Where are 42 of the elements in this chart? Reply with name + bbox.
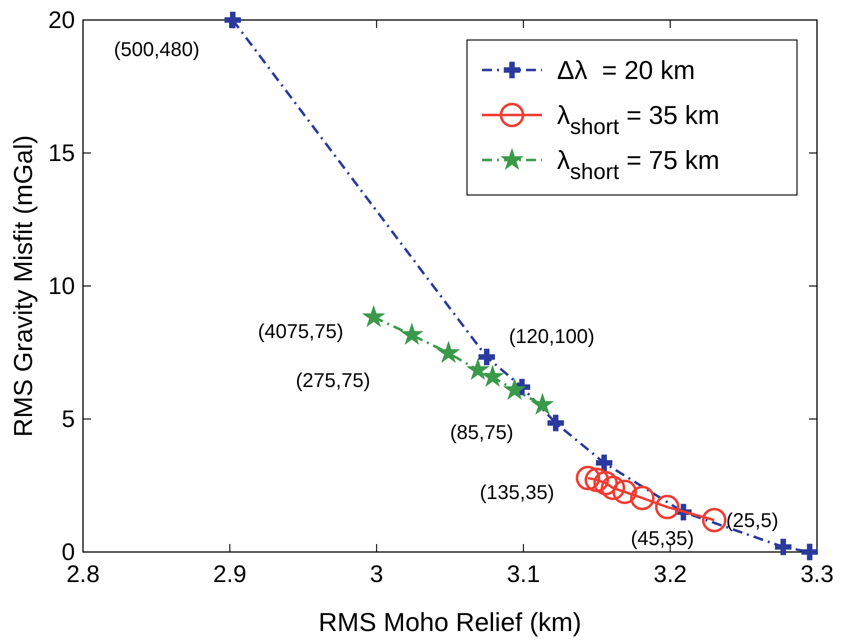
annotation: (45,35): [630, 528, 694, 550]
x-tick-label: 3.2: [654, 561, 687, 588]
point: [702, 508, 726, 532]
legend-label: Δλ = 20 km: [557, 55, 696, 85]
point: [600, 476, 626, 500]
point: [547, 414, 564, 432]
point: [436, 340, 460, 363]
annotation: (500,480): [114, 39, 200, 61]
y-tick-label: 15: [48, 140, 75, 167]
annotation: (85,75): [450, 422, 514, 444]
x-tick-label: 3.1: [506, 561, 540, 588]
point: [655, 494, 680, 520]
point: [775, 538, 792, 556]
y-tick-label: 20: [48, 7, 75, 34]
x-axis-title: RMS Moho Relief (km): [318, 607, 582, 637]
point: [593, 470, 618, 496]
point: [502, 378, 526, 400]
annotation: (25,5): [726, 510, 778, 532]
x-tick-label: 2.9: [213, 561, 246, 588]
point: [612, 480, 637, 504]
point: [362, 304, 386, 328]
point: [530, 392, 554, 415]
point: [478, 348, 495, 366]
point: [576, 466, 600, 490]
point: [400, 322, 424, 345]
y-axis-title: RMS Gravity Misfit (mGal): [8, 135, 38, 437]
annotation: (4075,75): [258, 321, 344, 344]
point: [596, 454, 612, 472]
y-tick-label: 5: [62, 406, 75, 433]
legend-label: λ$_{short}$ = 75 km: [557, 145, 720, 184]
y-tick-label: 10: [48, 273, 75, 300]
annotation: (120,100): [508, 326, 595, 348]
annotation: (135,35): [480, 482, 554, 504]
x-tick-label: 3.3: [800, 561, 834, 588]
annotation: (275,75): [296, 370, 370, 392]
x-tick-label: 3: [370, 561, 384, 588]
point: [584, 468, 610, 492]
point: [801, 544, 818, 560]
point: [480, 364, 504, 387]
point: [466, 358, 490, 380]
point: [630, 486, 655, 510]
legend-label: λ$_{short}$ = 35 km: [557, 100, 720, 139]
